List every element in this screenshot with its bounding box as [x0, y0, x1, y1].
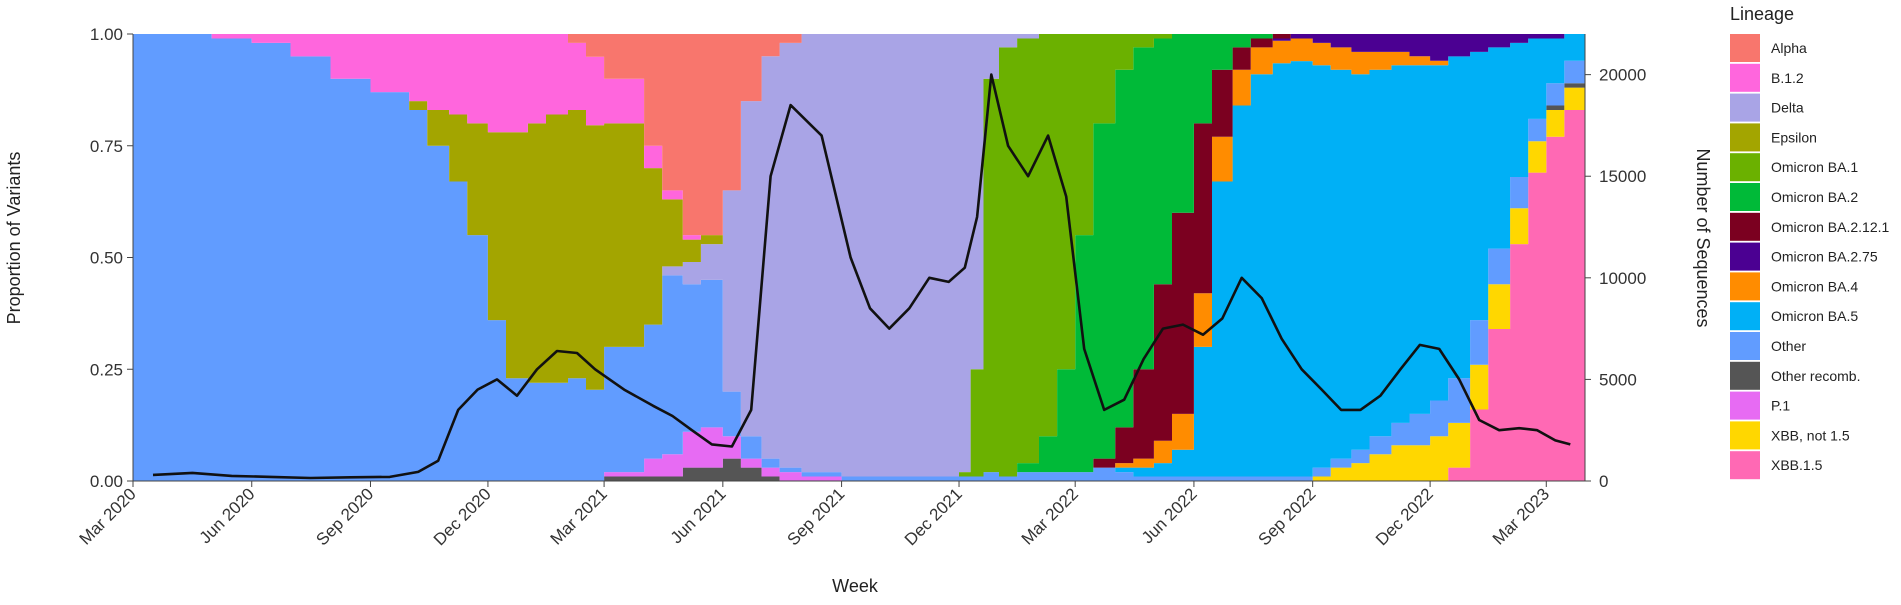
left-tick-label: 0.75 — [90, 137, 123, 156]
legend-swatch — [1730, 361, 1760, 390]
left-y-axis-title: Proportion of Variants — [4, 152, 24, 325]
area-delta — [133, 34, 1585, 477]
sequence-count-line — [152, 73, 1571, 480]
x-tick-label: Dec 2021 — [901, 484, 966, 549]
left-tick-label: 0.25 — [90, 360, 123, 379]
legend-swatch — [1730, 272, 1760, 301]
x-tick-label: Sep 2022 — [1255, 484, 1320, 549]
right-y-axis-title: Number of Sequences — [1693, 148, 1713, 327]
legend-swatch — [1730, 34, 1760, 62]
legend-label: Omicron BA.2 — [1771, 189, 1858, 205]
legend-label: XBB.1.5 — [1771, 457, 1823, 473]
plot-area — [133, 34, 1585, 481]
legend-label: Other — [1771, 338, 1806, 354]
left-tick-label: 0.00 — [90, 472, 123, 491]
right-tick-label: 10000 — [1599, 269, 1646, 288]
area-xbb-not-1-5 — [133, 87, 1585, 481]
x-tick-label: Dec 2022 — [1372, 484, 1437, 549]
x-tick-label: Mar 2023 — [1489, 484, 1553, 548]
legend-swatch — [1730, 63, 1760, 92]
legend-label: Omicron BA.1 — [1771, 159, 1858, 175]
area-other — [133, 34, 1585, 481]
area-omicron-ba-5 — [133, 34, 1585, 477]
x-tick-label: Mar 2020 — [76, 484, 140, 548]
legend-swatch — [1730, 123, 1760, 152]
legend-label: XBB, not 1.5 — [1771, 427, 1850, 443]
legend-label: P.1 — [1771, 398, 1790, 414]
legend-swatch — [1730, 242, 1760, 271]
legend-swatch — [1730, 183, 1760, 211]
legend-swatch — [1730, 153, 1760, 182]
area-omicron-ba-4 — [133, 34, 1585, 477]
legend-swatch — [1730, 93, 1760, 122]
legend-label: Omicron BA.4 — [1771, 278, 1858, 294]
x-tick-label: Mar 2021 — [547, 484, 611, 548]
x-tick-label: Dec 2020 — [430, 484, 495, 549]
area-b-1-2 — [133, 34, 1585, 240]
legend-label: Epsilon — [1771, 129, 1817, 145]
legend-swatch — [1730, 212, 1760, 241]
x-tick-label: Mar 2022 — [1018, 484, 1082, 548]
x-tick-label: Sep 2020 — [312, 484, 377, 549]
right-tick-label: 5000 — [1599, 370, 1637, 389]
legend-label: Other recomb. — [1771, 368, 1860, 384]
legend-label: Alpha — [1771, 40, 1807, 56]
right-tick-label: 20000 — [1599, 66, 1646, 85]
legend-label: Omicron BA.2.75 — [1771, 249, 1878, 265]
x-tick-label: Jun 2022 — [1138, 484, 1201, 547]
x-axis-title: Week — [832, 576, 879, 596]
right-tick-label: 0 — [1599, 472, 1608, 491]
legend-swatch — [1730, 421, 1760, 450]
legend-title: Lineage — [1730, 4, 1794, 24]
x-tick-label: Jun 2020 — [196, 484, 259, 547]
legend-swatch — [1730, 451, 1760, 480]
legend-swatch — [1730, 302, 1760, 331]
area-epsilon — [133, 34, 1585, 390]
legend-label: Omicron BA.5 — [1771, 308, 1858, 324]
x-tick-label: Jun 2021 — [667, 484, 730, 547]
legend: Lineage Alpha B.1.2 Delta Epsilon Omicron BA… — [1730, 4, 1889, 480]
x-tick-label: Sep 2021 — [783, 484, 848, 549]
x-axis: Mar 2020 Jun 2020 Sep 2020 Dec 2020 Mar 2021… — [76, 480, 1585, 549]
legend-label: B.1.2 — [1771, 70, 1804, 86]
left-tick-label: 0.50 — [90, 249, 123, 268]
right-y-axis: 0 5000 10000 15000 20000 — [1584, 34, 1646, 491]
legend-swatch — [1730, 332, 1760, 360]
legend-swatch — [1730, 391, 1760, 420]
right-tick-label: 15000 — [1599, 167, 1646, 186]
left-tick-label: 1.00 — [90, 25, 123, 44]
legend-label: Omicron BA.2.12.1 — [1771, 219, 1889, 235]
legend-label: Delta — [1771, 100, 1804, 116]
left-y-axis: 0.00 0.25 0.50 0.75 1.00 — [90, 25, 134, 491]
